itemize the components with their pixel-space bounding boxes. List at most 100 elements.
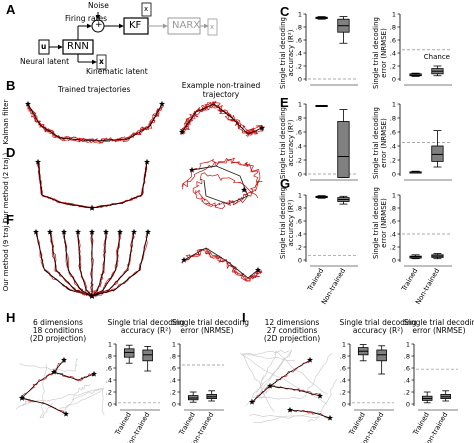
box-nontrained xyxy=(431,253,444,260)
end-marker xyxy=(89,292,95,299)
category-label: Trained xyxy=(347,411,367,437)
neural-latent-symbol: u xyxy=(41,42,47,51)
background-trajectory xyxy=(252,353,333,400)
y-tick-label: .6 xyxy=(296,217,302,225)
panel-f-trained xyxy=(33,228,151,299)
start-marker xyxy=(19,394,25,401)
category-label: Trained xyxy=(177,411,197,437)
target-trajectory xyxy=(91,231,149,297)
target-trajectory xyxy=(35,231,93,297)
y-tick-label: 1 xyxy=(298,191,302,199)
y-tick-label: .4 xyxy=(390,142,396,150)
kf-label: KF xyxy=(129,20,142,31)
start-marker xyxy=(181,256,187,263)
end-marker xyxy=(63,410,69,417)
panel-f-nontrained xyxy=(181,247,263,282)
i-description-line1: 12 dimensions xyxy=(264,318,320,327)
y-tick-label: .6 xyxy=(390,128,396,136)
background-trajectory xyxy=(245,349,292,407)
target-trajectory xyxy=(63,231,93,297)
y-tick-label: 1 xyxy=(342,340,346,348)
boxplot-c-error: 0 .2 .4 .6 .8 1 Chance xyxy=(390,10,452,86)
box-nontrained xyxy=(431,130,444,168)
narx-output-symbol: x xyxy=(210,23,215,31)
end-marker xyxy=(327,414,333,421)
start-marker xyxy=(287,406,293,413)
h-accuracy-title-line2: accuracy (R²) xyxy=(120,326,172,335)
background-trajectory xyxy=(256,350,329,395)
y-tick-label: .2 xyxy=(404,388,410,396)
start-marker xyxy=(61,228,67,235)
target-trajectory xyxy=(53,371,95,381)
background-trajectory xyxy=(259,375,271,399)
y-tick-label: 0 xyxy=(392,75,396,83)
y-tick-label: .2 xyxy=(296,62,302,70)
y-tick-label: .6 xyxy=(390,36,396,44)
y-tick-label: .8 xyxy=(340,352,346,360)
h-description-line2: 18 conditions xyxy=(32,326,84,335)
end-marker xyxy=(61,356,67,363)
i-description-line2: 27 conditions xyxy=(266,326,318,335)
target-trajectory xyxy=(181,103,263,135)
background-trajectory xyxy=(39,363,54,419)
panel-label-d: D xyxy=(6,145,16,160)
y-tick-label: .8 xyxy=(296,23,302,31)
boxplot-e-error: 0 .2 .4 .6 .8 1 xyxy=(390,100,452,181)
box-nontrained xyxy=(376,345,387,375)
y-tick-label: .6 xyxy=(296,36,302,44)
target-trajectory xyxy=(191,165,249,205)
y-tick-label: .4 xyxy=(296,230,302,238)
background-trajectory xyxy=(62,384,91,416)
target-trajectory xyxy=(91,161,148,209)
end-marker xyxy=(144,158,150,165)
trial-trajectory xyxy=(50,232,93,297)
i-accuracy-title-line2: accuracy (R²) xyxy=(352,326,404,335)
boxplot-e-accuracy: 0 .2 .4 .6 .8 1 xyxy=(296,100,358,181)
target-trajectory xyxy=(21,359,65,399)
trial-trajectory xyxy=(180,101,265,135)
box-iqr xyxy=(123,348,135,358)
panel-label-a: A xyxy=(6,2,16,17)
box-iqr xyxy=(142,349,153,362)
i-error-title-line1: Single trial decoding xyxy=(404,318,474,327)
y-tick-label: .8 xyxy=(106,352,112,360)
start-marker xyxy=(117,228,123,235)
y-tick-label: .2 xyxy=(390,243,396,251)
panel-label-h: H xyxy=(6,310,16,325)
y-tick-label: .2 xyxy=(390,62,396,70)
y-tick-label: .4 xyxy=(170,376,176,384)
y-tick-label: 1 xyxy=(298,100,302,108)
trial-trajectory xyxy=(91,232,107,296)
box-trained xyxy=(315,16,328,20)
h-accuracy-title-line1: Single trial decoding xyxy=(107,318,185,327)
y-tick-label: 1 xyxy=(298,10,302,18)
panel-label-i: I xyxy=(242,310,246,325)
trial-trajectory xyxy=(182,159,260,207)
start-marker xyxy=(267,382,273,389)
y-tick-label: .4 xyxy=(404,376,410,384)
start-marker xyxy=(89,228,95,235)
box-trained xyxy=(421,391,433,404)
start-marker xyxy=(25,100,31,107)
y-tick-label: .2 xyxy=(170,388,176,396)
chance-label: Chance xyxy=(424,53,450,61)
y-tick-label: .6 xyxy=(404,364,410,372)
box-nontrained xyxy=(337,16,350,44)
end-marker xyxy=(159,100,165,107)
y-tick-label: 1 xyxy=(406,340,410,348)
y-tick-label: 0 xyxy=(298,75,302,83)
box-trained xyxy=(409,254,422,260)
start-marker xyxy=(145,228,151,235)
start-marker xyxy=(47,228,53,235)
start-marker xyxy=(51,368,57,375)
background-trajectory xyxy=(56,387,105,415)
end-marker xyxy=(91,370,97,377)
column-title-nontrained-line2: trajectory xyxy=(202,90,240,99)
y-tick-label: .4 xyxy=(390,230,396,238)
target-trajectory xyxy=(183,247,259,279)
panel-b-nontrained xyxy=(179,100,265,138)
